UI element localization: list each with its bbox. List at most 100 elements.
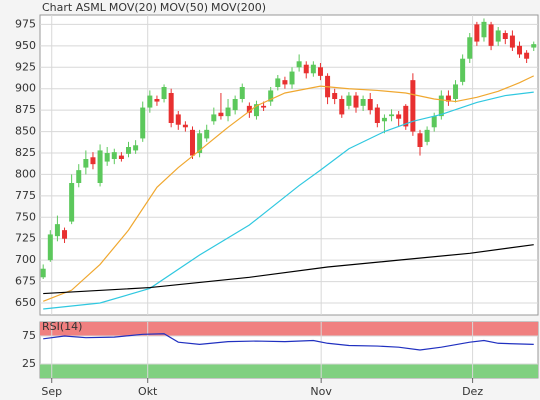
candle-body (403, 105, 409, 127)
line (43, 333, 534, 351)
candle-body (367, 99, 373, 111)
candle-body (445, 95, 451, 102)
y-tick-label: 950 (15, 39, 36, 52)
candle-body (54, 224, 60, 237)
candle-body (417, 133, 423, 147)
plot-area (39, 14, 539, 316)
candle-body (47, 234, 53, 261)
y-tick-label: 900 (15, 82, 36, 95)
candle-body (495, 30, 501, 42)
candle-body (303, 64, 309, 74)
candle-body (126, 147, 132, 154)
y-tick-label: 775 (15, 189, 36, 202)
candle-body (69, 183, 75, 222)
candle-body (118, 155, 124, 159)
candle-body (225, 107, 231, 117)
candle-body (396, 114, 402, 119)
upper-band (40, 322, 538, 336)
y-tick-label: 75 (22, 329, 36, 342)
candle-body (239, 87, 245, 99)
y-tick-label: 725 (15, 232, 36, 245)
candle-body (389, 114, 395, 117)
y-tick-label: 675 (15, 275, 36, 288)
candle-body (104, 153, 110, 162)
candle-body (197, 133, 203, 153)
legend-entry: MOV(20) (109, 1, 157, 14)
candle-body (232, 99, 238, 111)
line (43, 91, 534, 310)
candle-body (360, 99, 366, 106)
candle-body (76, 170, 82, 183)
candle-body (424, 129, 430, 142)
candle-body (460, 58, 466, 82)
y-tick-label: 850 (15, 125, 36, 138)
candle-body (467, 37, 473, 59)
candle-body (524, 52, 530, 59)
candle-body (481, 21, 487, 38)
candle-body (339, 99, 345, 115)
candle-body (438, 95, 444, 117)
candle-body (97, 150, 103, 183)
panel-title: RSI(14) (42, 320, 82, 333)
candle-body (410, 80, 416, 132)
candle-body (282, 80, 288, 85)
x-tick-label: Sep (41, 385, 62, 398)
candle-body (317, 67, 323, 76)
candle-body (40, 268, 46, 278)
y-tick-label: 825 (15, 146, 36, 159)
x-tick-label: Dez (462, 385, 483, 398)
candle-body (453, 84, 459, 99)
legend-entry: MOV(50) (160, 1, 208, 14)
candle-body (374, 107, 380, 123)
candle-body (175, 114, 181, 125)
candle-body (211, 114, 217, 122)
candle-body (289, 71, 295, 85)
y-tick-label: 800 (15, 167, 36, 180)
candle-body (111, 152, 117, 159)
candle-body (517, 45, 523, 55)
chart-title: Chart ASML (42, 1, 107, 14)
candle-body (509, 35, 515, 48)
candle-body (62, 230, 68, 239)
candle-body (488, 24, 494, 46)
y-tick-label: 875 (15, 103, 36, 116)
candle-body (474, 24, 480, 42)
lower-band (40, 364, 538, 378)
y-tick-label: 975 (15, 17, 36, 30)
candle-body (381, 117, 387, 122)
candle-body (147, 95, 153, 108)
candle-body (310, 64, 316, 74)
candle-body (133, 145, 139, 151)
y-tick-label: 925 (15, 60, 36, 73)
y-tick-label: 650 (15, 296, 36, 309)
candle-body (168, 93, 174, 123)
y-tick-label: 700 (15, 253, 36, 266)
y-tick-label: 25 (22, 357, 36, 370)
candle-body (296, 61, 302, 68)
candle-body (189, 129, 195, 156)
y-tick-label: 750 (15, 210, 36, 223)
candle-body (531, 44, 537, 48)
x-tick-label: Okt (138, 385, 158, 398)
candle-body (246, 105, 252, 113)
candle-body (332, 93, 338, 99)
candle-body (431, 116, 437, 128)
candle-body (204, 129, 210, 139)
candle-body (218, 112, 224, 117)
candle-body (261, 105, 267, 108)
x-tick-label: Nov (310, 385, 332, 398)
candle-body (182, 124, 188, 128)
candle-body (161, 87, 167, 99)
candle-body (268, 90, 274, 102)
candle-body (502, 33, 508, 39)
candle-body (90, 157, 96, 165)
legend-entry: MOV(200) (211, 1, 266, 14)
candle-body (253, 104, 259, 117)
candle-body (140, 107, 146, 139)
line (42, 75, 534, 302)
candle-body (353, 95, 359, 108)
candle-body (275, 78, 281, 87)
candle-body (346, 95, 352, 106)
candle-body (83, 159, 89, 168)
